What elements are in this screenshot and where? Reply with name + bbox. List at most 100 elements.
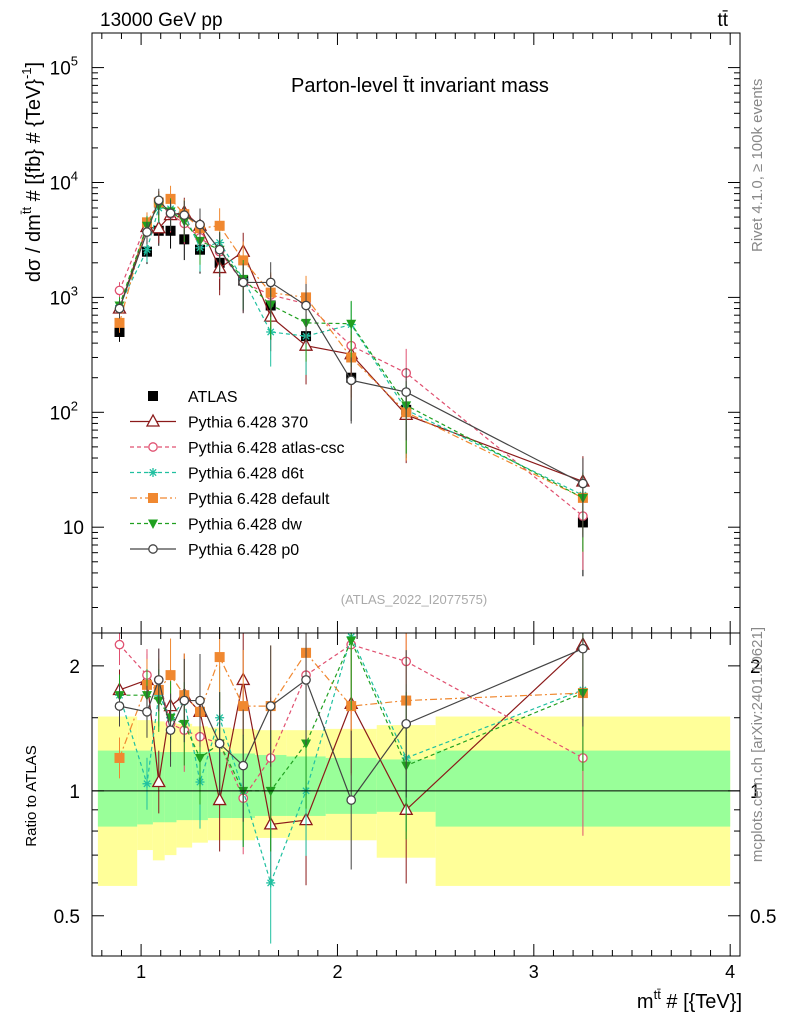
ratio-point-pythia-6-428-dw-8	[265, 786, 276, 797]
ratio-point-pythia-6-428-d6t-8	[266, 878, 276, 888]
main-series-group	[112, 185, 591, 577]
x-tick-label-3: 4	[725, 962, 735, 982]
ratio-point-pythia-6-428-p0-7	[238, 760, 249, 771]
ratio-band-inner-4	[176, 752, 193, 821]
y-tick-label-4: 105	[50, 54, 78, 80]
legend-marker-pythia-6-428-default	[148, 493, 158, 503]
main-point-pythia-6-428-dw-10	[346, 319, 357, 330]
ratio-y-axis-label: Ratio to ATLAS	[23, 745, 40, 846]
legend-entry-pythia-6-428-370: Pythia 6.428 370	[130, 413, 308, 432]
ratio-point-pythia-6-428-default-3	[165, 670, 176, 681]
ratio-point-pythia-6-428-dw-10	[346, 636, 357, 647]
main-point-pythia-6-428-370-2	[151, 220, 166, 234]
y-tick-label-exp-3: 4	[71, 168, 78, 183]
ratio-point-pythia-6-428-default-7	[238, 701, 249, 712]
y-axis-label-sup2: -1	[19, 67, 34, 79]
main-point-pythia-6-428-p0-6	[214, 244, 225, 255]
y-axis-label: dσ / dmt̄t # [{fb} # {TeV}-1]	[19, 62, 45, 282]
mcplots-credit-text: mcplots.cern.ch [arXiv:2401.10621]	[749, 627, 766, 862]
header-right: tt̄	[717, 10, 728, 31]
legend-entry-pythia-6-428-d6t: Pythia 6.428 d6t	[130, 466, 304, 483]
main-point-pythia-6-428-default-6	[214, 220, 225, 231]
legend-label-pythia-6-428-atlas-csc: Pythia 6.428 atlas-csc	[188, 440, 345, 457]
main-point-pythia-6-428-default-0	[114, 317, 125, 328]
ratio-band-inner-3	[164, 752, 177, 823]
ratio-y-tick-label-left-2: 2	[69, 657, 80, 678]
ratio-y-tick-label-right-2: 2	[750, 657, 761, 678]
main-point-pythia-6-428-p0-0	[114, 303, 125, 314]
legend-entry-pythia-6-428-p0: Pythia 6.428 p0	[130, 542, 299, 559]
main-point-pythia-6-428-p0-12	[578, 478, 588, 489]
main-point-pythia-6-428-p0-9	[301, 300, 311, 311]
ratio-point-pythia-6-428-p0-2	[153, 675, 164, 685]
ratio-y-tick-label-left-1: 1	[69, 782, 80, 803]
y-tick-label-exp-1: 2	[71, 398, 78, 413]
x-axis-label-sup: tt̄	[654, 987, 662, 1002]
y-tick-label-3: 104	[50, 168, 78, 194]
legend-marker-pythia-6-428-d6t-stroke-3	[149, 468, 157, 477]
main-point-pythia-6-428-d6t-1-stroke-3	[143, 246, 151, 254]
y-axis-label-sup: t̄t	[19, 207, 34, 215]
y-tick-label-exp-2: 3	[71, 283, 78, 298]
main-point-pythia-6-428-p0-3	[165, 208, 176, 219]
legend-label-pythia-6-428-p0: Pythia 6.428 p0	[188, 542, 299, 559]
analysis-watermark: (ATLAS_2022_I2077575)	[341, 592, 487, 607]
ratio-y-tick-label-left-0: 0.5	[54, 907, 80, 928]
ratio-point-pythia-6-428-p0-12	[578, 643, 588, 654]
legend-marker-pythia-6-428-d6t	[148, 468, 158, 477]
legend-label-pythia-6-428-370: Pythia 6.428 370	[188, 415, 308, 432]
ratio-series-pythia-6-428-p0	[114, 633, 588, 870]
ratio-point-pythia-6-428-p0-5	[195, 695, 205, 706]
ratio-point-pythia-6-428-d6t-8-stroke-3	[267, 879, 275, 887]
ratio-point-pythia-6-428-p0-0	[114, 701, 125, 711]
legend-marker-pythia-6-428-dw	[148, 519, 158, 529]
ratio-point-pythia-6-428-p0-4	[179, 695, 190, 706]
legend-entry-atlas: ATLAS	[148, 389, 238, 406]
main-point-pythia-6-428-p0-11	[401, 387, 412, 397]
main-series-pythia-6-428-p0	[114, 188, 588, 538]
ratio-point-pythia-6-428-370-6	[212, 792, 227, 806]
main-point-pythia-6-428-atlas-csc-0	[114, 285, 125, 296]
ratio-point-pythia-6-428-atlas-csc-0	[114, 639, 125, 650]
header-left: 13000 GeV pp	[100, 10, 223, 31]
ratio-y-tick-label-right-0: 0.5	[750, 907, 776, 928]
ratio-point-pythia-6-428-p0-8	[265, 701, 276, 711]
main-point-pythia-6-428-p0-4	[179, 210, 190, 220]
main-point-pythia-6-428-p0-8	[265, 277, 276, 288]
main-point-pythia-6-428-d6t-1	[142, 245, 152, 255]
x-axis-label: mtt̄ # [{TeV}]	[637, 987, 742, 1013]
legend-entry-pythia-6-428-default: Pythia 6.428 default	[130, 491, 330, 508]
ratio-point-pythia-6-428-p0-11	[401, 718, 412, 729]
mcplots-credit-label: mcplots.cern.ch [arXiv:2401.10621]	[749, 627, 766, 862]
legend-label-pythia-6-428-default: Pythia 6.428 default	[188, 491, 330, 508]
ratio-uncertainty-bands	[97, 716, 731, 886]
legend: ATLAS Pythia 6.428 370 Pythia 6.428 atlas-…	[130, 389, 345, 559]
axis-ticks: 1 2 3 4 10 102 103 104 105 0.5 0.5 1 1 2 2	[50, 32, 776, 982]
ratio-series-group	[112, 632, 591, 944]
y-tick-label-0: 10	[63, 518, 84, 539]
y-tick-label-2: 103	[50, 283, 78, 309]
main-point-pythia-6-428-p0-1	[142, 227, 152, 237]
x-tick-label-1: 2	[332, 962, 342, 982]
ratio-point-pythia-6-428-p0-3	[165, 725, 176, 736]
main-point-pythia-6-428-p0-2	[153, 195, 164, 206]
legend-label-pythia-6-428-d6t: Pythia 6.428 d6t	[188, 466, 304, 483]
ratio-point-pythia-6-428-default-6	[214, 652, 225, 663]
ratio-point-pythia-6-428-p0-1	[142, 706, 152, 717]
ratio-point-pythia-6-428-default-0	[114, 752, 125, 763]
x-tick-label-0: 1	[136, 962, 146, 982]
ratio-point-pythia-6-428-d6t-1	[142, 779, 152, 789]
rivet-version-label: Rivet 4.1.0, ≥ 100k events	[749, 79, 766, 252]
main-point-pythia-6-428-p0-10	[346, 375, 357, 386]
ratio-band-inner-0	[97, 750, 138, 827]
ratio-point-pythia-6-428-d6t-1-stroke-3	[143, 780, 151, 788]
legend-marker-pythia-6-428-p0	[148, 544, 158, 554]
legend-marker-pythia-6-428-atlas-csc	[148, 442, 158, 452]
main-point-pythia-6-428-p0-7	[238, 277, 249, 288]
ratio-point-pythia-6-428-p0-9	[301, 675, 311, 685]
y-axis-label-prefix: dσ / dm	[23, 214, 45, 282]
legend-entry-pythia-6-428-dw: Pythia 6.428 dw	[130, 517, 302, 534]
ratio-point-pythia-6-428-370-2	[151, 774, 166, 788]
legend-entry-pythia-6-428-atlas-csc: Pythia 6.428 atlas-csc	[130, 440, 345, 457]
